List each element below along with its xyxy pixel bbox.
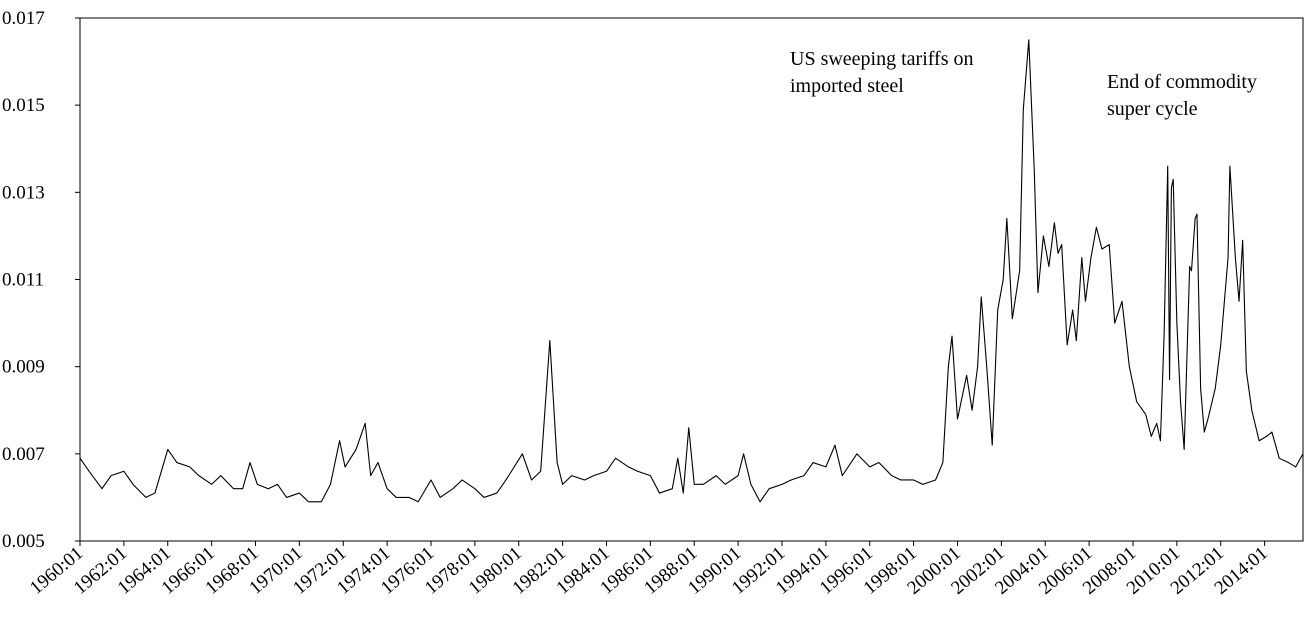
y-tick-label: 0.013 (2, 182, 45, 203)
y-tick-label: 0.011 (2, 270, 44, 291)
y-tick-label: 0.009 (2, 357, 45, 378)
data-line (79, 39, 1304, 503)
y-tick-label: 0.005 (2, 531, 45, 552)
y-tick-label: 0.007 (2, 444, 45, 465)
plot-frame (79, 17, 1304, 542)
y-tick-label: 0.015 (2, 95, 45, 116)
y-tick-label: 0.017 (2, 8, 45, 29)
annotation: imported steel (790, 75, 904, 97)
annotation: super cycle (1107, 98, 1198, 120)
annotation: US sweeping tariffs on (790, 48, 974, 70)
annotation: End of commodity (1107, 71, 1257, 93)
